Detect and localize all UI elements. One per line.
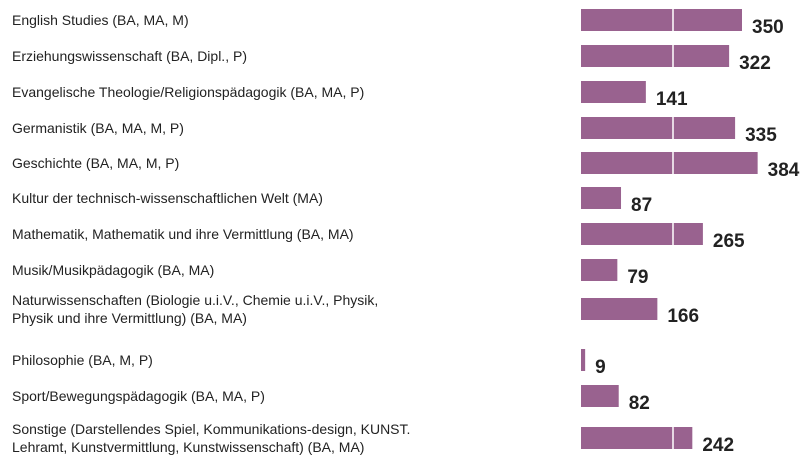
value-label: 9 [595, 357, 606, 378]
value-label: 82 [629, 393, 650, 414]
bar [581, 117, 736, 139]
category-label: Erziehungswissenschaft (BA, Dipl., P) [12, 48, 247, 64]
category-label: Germanistik (BA, MA, M, P) [12, 120, 184, 136]
value-label: 141 [656, 89, 688, 110]
category-label: Musik/Musikpädagogik (BA, MA) [12, 262, 215, 278]
category-label: Sport/Bewegungspädagogik (BA, MA, P) [12, 388, 265, 404]
value-label: 265 [713, 231, 745, 252]
bar [581, 9, 742, 31]
value-label: 79 [627, 267, 648, 288]
bar [581, 81, 646, 103]
category-label: Mathematik, Mathematik und ihre Vermittl… [12, 226, 354, 242]
bar [581, 45, 730, 67]
value-label: 335 [745, 125, 777, 146]
category-label: Kultur der technisch-wissenschaftlichen … [12, 190, 323, 206]
value-label: 322 [739, 53, 771, 74]
category-label: English Studies (BA, MA, M) [12, 12, 189, 28]
category-label: Philosophie (BA, M, P) [12, 352, 153, 368]
category-label: Sonstige (Darstellendes Spiel, Kommunika… [12, 421, 411, 455]
category-label: Geschichte (BA, MA, M, P) [12, 155, 180, 171]
value-label: 242 [702, 435, 734, 455]
category-label: Naturwissenschaften (Biologie u.i.V., Ch… [12, 292, 379, 326]
bar [581, 152, 758, 174]
bar [581, 298, 658, 320]
value-label: 350 [752, 17, 784, 38]
bar [581, 259, 618, 281]
category-label: Evangelische Theologie/Religionspädagogi… [12, 84, 365, 100]
bar [581, 223, 703, 245]
value-label: 384 [768, 160, 800, 181]
value-label: 166 [667, 306, 699, 327]
bar [581, 187, 622, 209]
bar [581, 385, 619, 407]
bar [581, 427, 693, 449]
bar [581, 349, 586, 371]
value-label: 87 [631, 195, 652, 216]
